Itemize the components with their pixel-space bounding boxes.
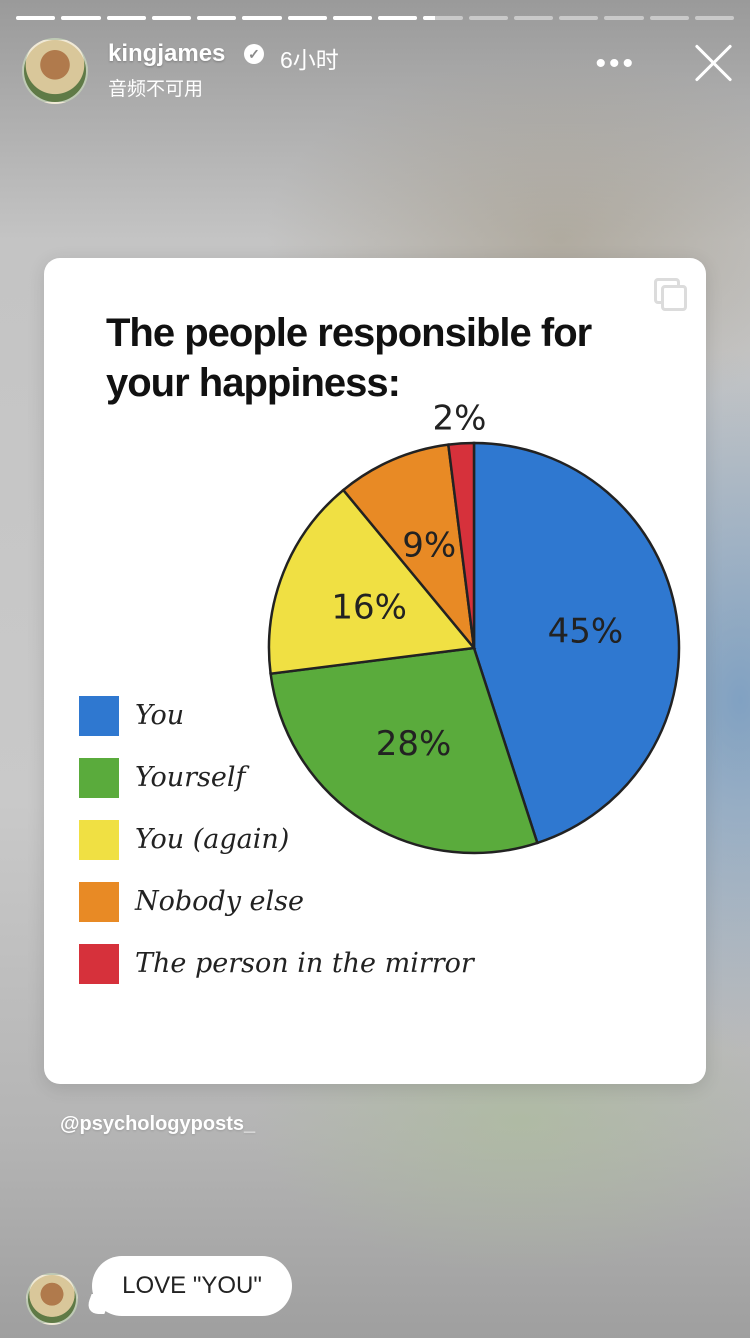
pie-slice-label: 2% [433, 398, 487, 438]
story-progress-bar [16, 16, 734, 20]
pie-slice [267, 488, 477, 676]
story-post-card[interactable]: The people responsible for your happines… [44, 258, 706, 1084]
audio-status: 音频不可用 [108, 79, 204, 100]
reply-avatar [26, 1273, 78, 1325]
pie-slice [472, 441, 681, 845]
progress-segment [468, 16, 508, 20]
progress-segment [694, 16, 734, 20]
progress-segment-fill [61, 16, 101, 20]
legend-label: You (again) [135, 824, 290, 855]
progress-segment [151, 16, 191, 20]
legend-label: Yourself [135, 762, 246, 793]
legend-swatch [79, 758, 119, 798]
pie-slice-label: 28% [376, 724, 452, 764]
pie-chart: 45% 28% 16% 9% 2% [267, 398, 681, 855]
progress-segment [604, 16, 644, 20]
progress-segment [16, 16, 56, 20]
legend-swatch [79, 820, 119, 860]
chart-title-line2: your happiness: [106, 361, 401, 405]
progress-segment [378, 16, 418, 20]
copy-icon [654, 278, 687, 311]
pie-slice-label: 45% [548, 611, 624, 651]
progress-segment [287, 16, 327, 20]
legend-swatch [79, 944, 119, 984]
progress-segment [332, 16, 372, 20]
close-icon[interactable] [692, 42, 734, 84]
legend-item: You [79, 696, 579, 736]
progress-segment [197, 16, 237, 20]
progress-segment-fill [332, 16, 372, 20]
progress-segment-fill [287, 16, 327, 20]
legend-label: Nobody else [135, 886, 304, 917]
pie-slice [446, 441, 476, 649]
pie-slice-label: 9% [402, 526, 456, 566]
legend-item: You (again) [79, 820, 579, 860]
progress-segment-fill [423, 16, 436, 20]
pie-slice-label: 16% [331, 587, 407, 627]
more-options-icon[interactable]: ••• [595, 47, 636, 80]
pie-slice [341, 443, 476, 653]
time-ago: 6小时 [280, 47, 339, 73]
legend-swatch [79, 882, 119, 922]
pie-slice [269, 646, 539, 855]
progress-segment-fill [16, 16, 56, 20]
reply-bubble: LOVE "YOU" [92, 1256, 292, 1316]
legend-item: Yourself [79, 758, 579, 798]
profile-avatar[interactable] [22, 38, 88, 104]
progress-segment-fill [106, 16, 146, 20]
credit-tag[interactable]: @psychologyposts_ [60, 1113, 256, 1135]
legend-item: Nobody else [79, 882, 579, 922]
progress-segment [61, 16, 101, 20]
progress-segment [423, 16, 463, 20]
story-header: kingjames ✓ 6小时 音频不可用 ••• [22, 36, 734, 106]
progress-segment-fill [151, 16, 191, 20]
progress-segment [513, 16, 553, 20]
username[interactable]: kingjames [108, 40, 226, 67]
legend-label: You [135, 700, 185, 731]
progress-segment-fill [197, 16, 237, 20]
progress-segment [649, 16, 689, 20]
progress-segment [559, 16, 599, 20]
legend-item: The person in the mirror [79, 944, 579, 984]
chart-title: The people responsible for your happines… [106, 308, 666, 408]
progress-segment [242, 16, 282, 20]
legend-label: The person in the mirror [135, 948, 474, 979]
legend-swatch [79, 696, 119, 736]
progress-segment-fill [242, 16, 282, 20]
progress-segment-fill [378, 16, 418, 20]
progress-segment [106, 16, 146, 20]
chart-title-line1: The people responsible for [106, 311, 592, 355]
verified-badge-icon: ✓ [244, 44, 264, 64]
